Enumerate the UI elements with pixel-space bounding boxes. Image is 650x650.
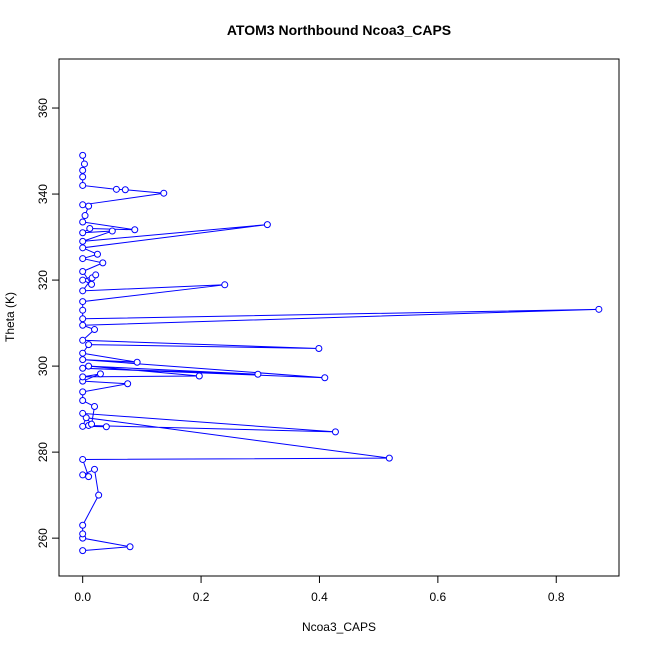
data-point (88, 280, 96, 288)
data-point (91, 326, 99, 334)
data-point (79, 349, 87, 357)
data-point (79, 336, 87, 344)
data-point (79, 173, 87, 181)
data-point (331, 428, 339, 436)
data-point (92, 271, 100, 279)
data-point (95, 491, 103, 499)
data-point (108, 227, 116, 235)
data-point (315, 344, 323, 352)
data-point (79, 373, 87, 381)
y-axis-label: Theta (K) (3, 292, 17, 342)
data-point (96, 370, 104, 378)
data-point (79, 530, 87, 538)
data-point (79, 547, 87, 555)
data-point (79, 455, 87, 463)
data-point (79, 409, 87, 417)
data-point (79, 201, 87, 209)
data-point (79, 298, 87, 306)
data-point (85, 341, 93, 349)
data-point (79, 315, 87, 323)
data-point (85, 202, 93, 210)
data-point (79, 229, 87, 237)
y-tick-label: 300 (36, 356, 50, 376)
data-point (263, 221, 271, 229)
data-point (86, 224, 94, 232)
data-point (254, 370, 262, 378)
data-point (121, 186, 129, 194)
data-point (195, 372, 203, 380)
data-point (88, 420, 96, 428)
data-point (79, 287, 87, 295)
data-point (79, 181, 87, 189)
data-point (79, 321, 87, 329)
y-axis: 260 280 300 320 340 360 (36, 98, 60, 548)
chart-title: ATOM3 Northbound Ncoa3_CAPS (227, 22, 451, 38)
data-point (85, 473, 93, 481)
data-point (80, 160, 88, 168)
data-point (79, 218, 87, 226)
data-point (79, 471, 87, 479)
data-point (321, 374, 329, 382)
data-point (79, 151, 87, 159)
data-point (79, 388, 87, 396)
data-point (79, 397, 87, 405)
y-tick-label: 340 (36, 184, 50, 204)
data-point (93, 250, 101, 258)
data-point (79, 356, 87, 364)
y-tick-label: 260 (36, 528, 50, 548)
x-tick-label: 0.6 (430, 590, 447, 604)
x-tick-label: 0.8 (548, 590, 565, 604)
data-point (79, 422, 87, 430)
x-tick-label: 0.0 (74, 590, 91, 604)
y-tick-label: 360 (36, 98, 50, 118)
data-point (81, 212, 89, 220)
data-point (99, 259, 107, 267)
data-point (131, 226, 139, 234)
data-point (385, 454, 393, 462)
data-point (85, 362, 93, 370)
data-point (79, 306, 87, 314)
x-axis: 0.0 0.2 0.4 0.6 0.8 (74, 575, 565, 604)
data-point (91, 465, 99, 473)
data-point (160, 189, 168, 197)
data-point (91, 403, 99, 411)
data-point (79, 166, 87, 174)
data-point (133, 358, 141, 366)
data-point (112, 185, 120, 193)
data-point (126, 543, 134, 551)
data-point (102, 423, 110, 431)
data-point (595, 305, 603, 313)
data-point (79, 276, 87, 284)
data-point (79, 267, 87, 275)
y-tick-label: 320 (36, 270, 50, 290)
data-point (79, 255, 87, 263)
data-point (79, 237, 87, 245)
data-point (79, 364, 87, 372)
data-point (221, 281, 229, 289)
x-tick-label: 0.4 (311, 590, 328, 604)
data-point (124, 380, 132, 388)
x-axis-label: Ncoa3_CAPS (302, 620, 376, 634)
plot-area (79, 151, 603, 555)
data-point (79, 244, 87, 252)
y-tick-label: 280 (36, 442, 50, 462)
data-point (79, 521, 87, 529)
x-tick-label: 0.2 (193, 590, 210, 604)
